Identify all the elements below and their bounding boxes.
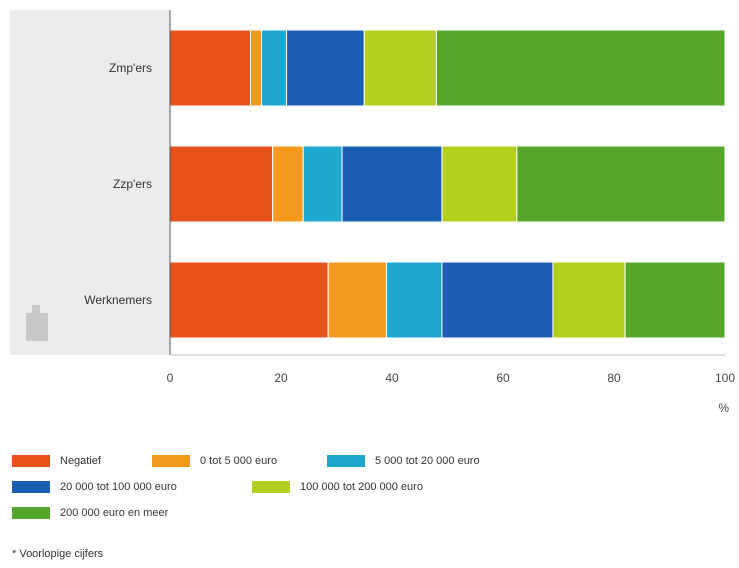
legend-item-negatief: Negatief (12, 455, 152, 467)
x-tick-label: 60 (496, 371, 510, 385)
x-tick-label: 20 (274, 371, 288, 385)
bar-segment (385, 261, 443, 339)
bar-segment (363, 29, 437, 107)
bar-segment (516, 145, 726, 223)
legend-label: 0 tot 5 000 euro (200, 455, 278, 467)
category-label: Zzp'ers (113, 177, 152, 191)
legend-item-200000-plus: 200 000 euro en meer (12, 507, 168, 519)
category-label: Zmp'ers (109, 61, 152, 75)
bar-segment (624, 261, 726, 339)
legend-swatch (12, 455, 50, 467)
legend: Negatief 0 tot 5 000 euro 5 000 tot 20 0… (12, 448, 732, 526)
legend-label: 20 000 tot 100 000 euro (60, 481, 177, 493)
bar-segment (302, 145, 343, 223)
legend-label: 200 000 euro en meer (60, 507, 169, 519)
legend-label: 5 000 tot 20 000 euro (375, 455, 480, 467)
bar-segment (169, 29, 251, 107)
legend-swatch (327, 455, 365, 467)
x-tick-label: 0 (167, 371, 174, 385)
legend-label: Negatief (60, 455, 101, 467)
x-tick-label: 40 (385, 371, 399, 385)
legend-label: 100 000 tot 200 000 euro (300, 481, 423, 493)
bar-segment (327, 261, 387, 339)
bar-segment (441, 145, 518, 223)
bar-segment (169, 261, 329, 339)
footnote: * Voorlopige cijfers (12, 548, 104, 560)
legend-swatch (252, 481, 290, 493)
bars (169, 29, 726, 339)
legend-swatch (12, 481, 50, 493)
bar-segment (286, 29, 365, 107)
x-ticks: 0 20 40 60 80 100 (167, 371, 736, 385)
x-tick-label: 100 (715, 371, 735, 385)
bar-segment (261, 29, 288, 107)
bar-segment (341, 145, 443, 223)
legend-item-100000-200000: 100 000 tot 200 000 euro (252, 481, 423, 493)
page-icon (26, 305, 48, 341)
x-axis-label: % (718, 401, 729, 415)
category-labels: Zmp'ers Zzp'ers Werknemers (84, 61, 152, 307)
legend-swatch (12, 507, 50, 519)
legend-item-20000-100000: 20 000 tot 100 000 euro (12, 481, 252, 493)
page-icon-tab (32, 305, 40, 313)
page-icon-body (26, 313, 48, 341)
chart: Zmp'ers Zzp'ers Werknemers 0 20 40 60 80 100 % (10, 10, 736, 415)
bar-segment (435, 29, 726, 107)
bar-segment (552, 261, 626, 339)
legend-row: 200 000 euro en meer (12, 500, 732, 526)
legend-row: Negatief 0 tot 5 000 euro 5 000 tot 20 0… (12, 448, 732, 474)
bar-segment (441, 261, 554, 339)
bar-segment (272, 145, 304, 223)
category-panel (10, 10, 170, 355)
legend-item-5000-20000: 5 000 tot 20 000 euro (327, 455, 480, 467)
legend-row: 20 000 tot 100 000 euro 100 000 tot 200 … (12, 474, 732, 500)
bar-segment (169, 145, 274, 223)
bar-segment (249, 29, 263, 107)
category-label: Werknemers (84, 293, 152, 307)
legend-item-0-5000: 0 tot 5 000 euro (152, 455, 327, 467)
legend-swatch (152, 455, 190, 467)
x-tick-label: 80 (607, 371, 621, 385)
